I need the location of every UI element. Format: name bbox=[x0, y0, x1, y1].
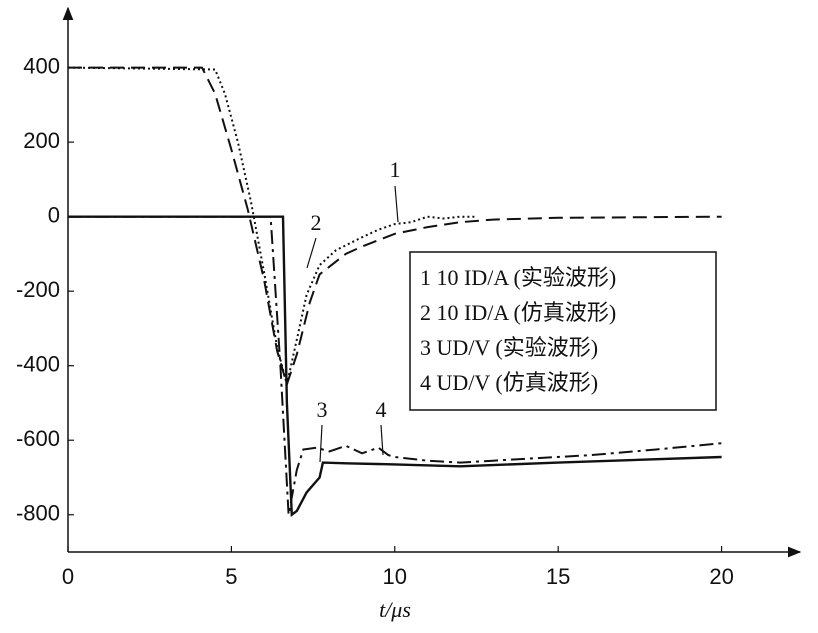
annotation-leader bbox=[319, 424, 323, 463]
y-tick-label: -800 bbox=[16, 501, 60, 526]
series-line bbox=[68, 215, 722, 518]
x-tick-label: 20 bbox=[709, 564, 733, 589]
y-tick-label: 200 bbox=[23, 128, 60, 153]
annotation: 1 bbox=[390, 157, 401, 182]
legend-entry: 3 UD/V (实验波形) bbox=[420, 335, 598, 360]
y-tick-label: -600 bbox=[16, 426, 60, 451]
annotation-leader bbox=[394, 185, 399, 223]
y-tick-label: -200 bbox=[16, 277, 60, 302]
legend-entry: 1 10 ID/A (实验波形) bbox=[420, 265, 616, 290]
y-tick-label: -400 bbox=[16, 352, 60, 377]
annotation: 2 bbox=[311, 210, 322, 235]
y-tick-label: 0 bbox=[48, 202, 60, 227]
legend-entry: 2 10 ID/A (仿真波形) bbox=[420, 300, 616, 325]
y-tick-label: 400 bbox=[23, 53, 60, 78]
annotation: 4 bbox=[376, 397, 387, 422]
x-tick-label: 0 bbox=[62, 564, 74, 589]
annotation-leader bbox=[306, 237, 317, 269]
series-line bbox=[68, 66, 722, 388]
x-tick-label: 5 bbox=[225, 564, 237, 589]
x-axis-label: t/μs bbox=[379, 597, 411, 622]
legend-box bbox=[409, 251, 717, 411]
series-line bbox=[68, 215, 722, 515]
annotation-leader bbox=[380, 424, 384, 456]
annotation: 3 bbox=[317, 397, 328, 422]
x-tick-label: 15 bbox=[546, 564, 570, 589]
x-tick-label: 10 bbox=[383, 564, 407, 589]
legend-entry: 4 UD/V (仿真波形) bbox=[420, 370, 598, 395]
